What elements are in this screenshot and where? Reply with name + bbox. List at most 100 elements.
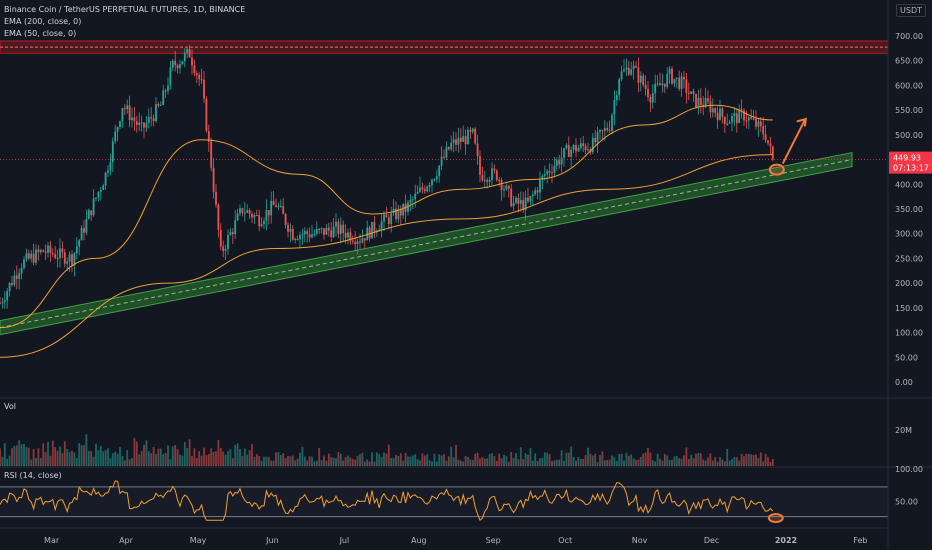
ema50-line <box>0 104 773 329</box>
candle-body <box>411 199 414 201</box>
candle-body <box>243 212 246 214</box>
candle-body <box>207 131 210 142</box>
volume-bar <box>35 458 37 466</box>
price-label-box <box>889 151 932 174</box>
candle-body <box>253 215 256 218</box>
candle-body <box>728 122 731 124</box>
candle-body <box>635 65 637 68</box>
volume-bar <box>210 448 213 466</box>
volume-bar <box>459 460 462 466</box>
volume-bar <box>740 453 743 466</box>
candle-body <box>315 229 318 234</box>
candle-body <box>447 147 450 150</box>
currency-button[interactable]: USDT <box>896 4 926 17</box>
candle-body <box>426 186 429 192</box>
candle-body <box>625 67 628 70</box>
candle-body <box>174 60 177 66</box>
candle-body <box>63 252 66 264</box>
candle-body <box>707 98 709 102</box>
y-tick-label: 50.00 <box>895 353 918 362</box>
rsi-band <box>0 486 888 517</box>
volume-bar <box>743 456 745 466</box>
volume-bar <box>150 453 153 466</box>
candle-body <box>613 100 616 115</box>
candle-body <box>594 137 597 143</box>
candle-body <box>618 79 621 96</box>
candle-body <box>363 238 366 241</box>
candle-body <box>623 69 625 72</box>
volume-bar <box>212 452 215 466</box>
volume-bar <box>683 455 685 466</box>
candle-body <box>131 117 133 121</box>
volume-bar <box>47 442 49 466</box>
volume-bar <box>179 454 181 466</box>
volume-bar <box>716 461 719 466</box>
volume-bar <box>750 454 753 466</box>
volume-bar <box>620 453 623 466</box>
candle-body <box>205 98 208 132</box>
volume-bar <box>623 460 625 466</box>
candle-body <box>752 118 755 120</box>
candle-body <box>18 273 21 279</box>
volume-bar <box>159 448 162 466</box>
volume-bar <box>258 456 261 466</box>
candle-body <box>771 146 774 160</box>
candle-body <box>59 248 61 259</box>
volume-bar <box>728 460 731 466</box>
candle-body <box>587 149 589 151</box>
currency-label: USDT <box>900 6 922 15</box>
volume-bar <box>78 443 81 466</box>
volume-bar <box>241 456 244 466</box>
volume-bar <box>18 440 21 466</box>
volume-bar <box>99 446 102 466</box>
candle-body <box>479 156 481 175</box>
volume-bar <box>66 449 69 466</box>
candle-body <box>630 69 633 75</box>
rsi-pane <box>0 480 888 522</box>
candle-body <box>83 227 85 233</box>
x-tick-label: Jul <box>339 536 350 545</box>
volume-bar <box>275 452 277 466</box>
candle-body <box>246 210 249 213</box>
candle-body <box>445 147 448 158</box>
candle-body <box>157 104 160 106</box>
volume-bar <box>171 446 174 466</box>
candle-body <box>750 117 753 119</box>
candle-body <box>380 221 383 230</box>
volume-bar <box>349 457 352 466</box>
x-tick-label: Aug <box>411 536 427 545</box>
candle-body <box>361 238 364 243</box>
volume-bar <box>596 461 599 466</box>
volume-bar <box>474 453 477 466</box>
candle-body <box>579 143 582 148</box>
volume-bar <box>267 457 270 466</box>
volume-bar <box>627 455 630 466</box>
volume-bar <box>548 454 551 466</box>
volume-bar <box>692 458 695 466</box>
candle-body <box>512 202 515 207</box>
candle-body <box>582 143 585 147</box>
volume-bar <box>666 455 669 466</box>
volume-bar <box>769 461 772 466</box>
candle-body <box>673 78 676 84</box>
y-tick-label: 250.00 <box>895 254 923 263</box>
y-tick-label: 600.00 <box>895 81 923 90</box>
candle-body <box>711 108 714 113</box>
volume-bar <box>606 460 609 466</box>
volume-bar <box>539 458 541 466</box>
candle-body <box>740 109 743 111</box>
candle-body <box>255 215 258 217</box>
volume-bar <box>131 458 133 466</box>
volume-bar <box>632 458 635 466</box>
volume-bar <box>719 457 721 466</box>
volume-bar <box>219 448 222 466</box>
volume-bar <box>195 457 198 466</box>
candle-body <box>294 238 297 240</box>
price-label-value: 449.93 <box>893 154 921 163</box>
candle-body <box>433 179 436 181</box>
candle-body <box>491 168 493 181</box>
volume-bar <box>222 451 225 466</box>
volume-bar <box>507 461 510 466</box>
y-tick-label: 200.00 <box>895 279 923 288</box>
